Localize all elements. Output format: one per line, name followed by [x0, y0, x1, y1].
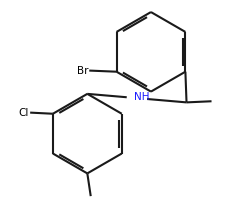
- Text: Br: Br: [77, 66, 88, 76]
- Text: NH: NH: [134, 92, 149, 102]
- Text: Cl: Cl: [19, 108, 29, 118]
